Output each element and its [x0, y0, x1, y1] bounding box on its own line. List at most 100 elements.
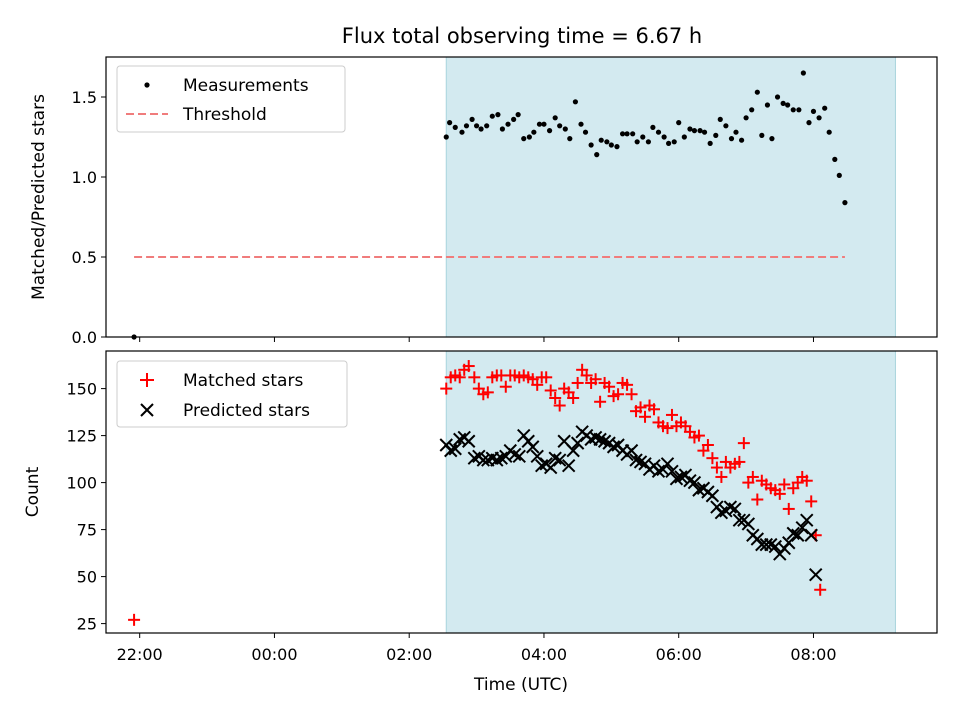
- predicted-star-point: [786, 526, 800, 541]
- predicted-star-point: [804, 528, 818, 542]
- matched-star-point: [567, 392, 580, 404]
- measurement-point: [578, 121, 584, 127]
- measurement-point: [526, 134, 532, 140]
- top-axes-frame: [105, 56, 938, 338]
- y-tick-label: 100: [66, 474, 97, 493]
- measurement-point: [749, 107, 755, 113]
- y-tick-label: 75: [77, 521, 97, 540]
- measurement-point: [473, 123, 480, 129]
- top-shaded-region: [446, 57, 896, 337]
- measurement-point: [701, 129, 708, 135]
- x-tick-label: 00:00: [251, 645, 297, 664]
- top-x-ticks: [139, 337, 814, 342]
- predicted-star-point: [633, 455, 648, 469]
- predicted-star-point: [660, 457, 675, 471]
- matched-star-point: [531, 378, 544, 391]
- measurement-point: [826, 129, 832, 135]
- x-tick-label: 22:00: [117, 645, 163, 664]
- measurement-point: [717, 116, 723, 122]
- predicted-star-point: [526, 440, 540, 454]
- measurement-point: [443, 134, 449, 140]
- measurement-point: [810, 108, 817, 114]
- matched-star-point: [553, 399, 566, 412]
- measurement-point: [785, 102, 791, 108]
- measurement-point: [780, 100, 786, 106]
- measurement-point: [842, 200, 848, 206]
- matched-star-point: [715, 470, 728, 483]
- measurement-point: [800, 70, 806, 76]
- predicted-star-point: [566, 443, 580, 458]
- matched-star-point: [544, 384, 557, 397]
- matched-star-point: [737, 437, 750, 450]
- measurement-point: [511, 116, 517, 122]
- measurement-point: [655, 129, 662, 135]
- bottom-legend: Matched stars Predicted stars: [116, 360, 348, 428]
- measurement-point: [645, 139, 651, 145]
- measurement-point: [557, 123, 563, 129]
- bottom-shaded-region: [446, 351, 896, 633]
- measurement-point: [816, 115, 822, 121]
- matched-star-point: [733, 455, 746, 468]
- predicted-star-point: [512, 449, 526, 463]
- matched-star-point: [540, 371, 553, 384]
- legend-label-threshold: Threshold: [182, 105, 267, 125]
- predicted-star-point: [508, 447, 522, 462]
- predicted-star-point: [597, 434, 612, 448]
- bottom-x-ticks: 22:00 00:00 02:00 04:00 06:00 08:00: [117, 633, 837, 664]
- legend-marker-measurements: [144, 82, 150, 88]
- predicted-star-point: [494, 451, 508, 465]
- measurement-point: [713, 132, 719, 138]
- top-y-ticks: 0.0 0.5 1.0 1.5: [72, 88, 106, 347]
- y-tick-label: 125: [66, 427, 97, 446]
- measurement-point: [531, 129, 537, 135]
- matched-star-point: [621, 378, 634, 391]
- bottom-y-axis-label: Count: [23, 466, 43, 517]
- measurement-point: [806, 120, 812, 126]
- matched-star-point: [453, 371, 466, 384]
- predicted-star-point: [490, 453, 504, 467]
- top-points: [131, 70, 848, 340]
- measurement-point: [676, 120, 682, 126]
- predicted-star-point: [791, 528, 805, 542]
- predicted-star-point: [651, 464, 666, 479]
- measurement-point: [697, 128, 703, 134]
- legend-marker-predicted-stars: [140, 403, 154, 417]
- predicted-star-point: [782, 536, 796, 550]
- y-tick-label: 150: [66, 380, 97, 399]
- legend-marker-matched-stars: [140, 373, 154, 387]
- matched-star-point: [612, 388, 625, 401]
- matched-star-point: [594, 395, 607, 408]
- matched-star-point: [814, 583, 827, 596]
- measurement-point: [489, 113, 495, 119]
- measurement-point: [536, 121, 543, 127]
- legend-label-matched-stars: Matched stars: [183, 371, 303, 391]
- measurement-point: [484, 123, 490, 129]
- matched-star-point: [778, 478, 791, 491]
- matched-star-point: [746, 470, 759, 483]
- measurement-point: [634, 139, 640, 145]
- measurement-point: [582, 129, 589, 135]
- measurement-point: [562, 126, 568, 132]
- predicted-star-point: [593, 432, 607, 447]
- matched-star-point: [648, 403, 661, 416]
- matched-star-point: [634, 401, 647, 414]
- measurement-point: [495, 112, 501, 118]
- chart-title: Flux total observing time = 6.67 h: [342, 24, 702, 48]
- y-tick-label: 1.5: [72, 88, 97, 107]
- predicted-star-point: [687, 475, 702, 490]
- measurement-point: [452, 124, 458, 130]
- measurement-point: [552, 115, 558, 121]
- measurement-point: [671, 139, 677, 145]
- measurement-point: [588, 142, 594, 148]
- measurement-point: [790, 107, 796, 113]
- legend-label-measurements: Measurements: [183, 76, 309, 96]
- x-tick-label: 08:00: [790, 645, 836, 664]
- matched-star-point: [710, 461, 723, 474]
- predicted-star-point: [606, 440, 621, 454]
- measurement-point: [572, 99, 579, 105]
- y-tick-label: 50: [77, 568, 97, 587]
- measurement-point: [822, 105, 828, 111]
- predicted-star-point: [462, 434, 476, 448]
- measurement-point: [505, 121, 511, 127]
